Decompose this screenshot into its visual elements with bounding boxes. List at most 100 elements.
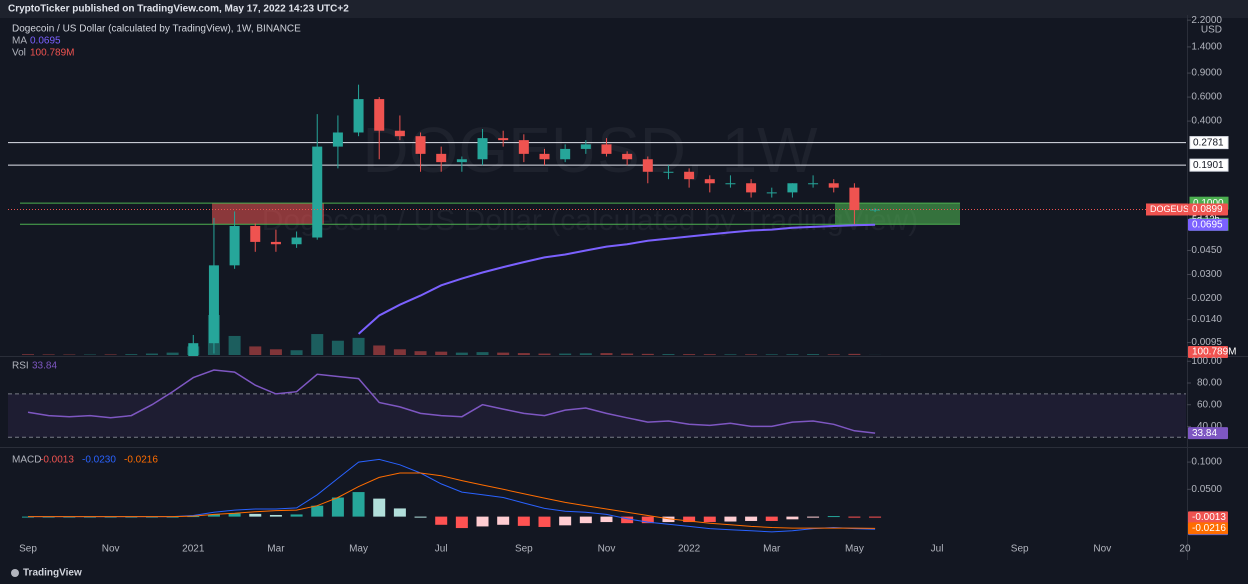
volume-bar (641, 353, 654, 355)
volume-tag: 100.789M (1192, 347, 1236, 358)
candle-body (291, 237, 302, 245)
volume-bar (662, 354, 675, 355)
volume-bar (290, 350, 303, 355)
candle-body (250, 226, 261, 242)
macd-histogram (63, 516, 76, 518)
level-label: 0.1000 (1193, 198, 1224, 209)
x-tick-label: May (845, 544, 864, 555)
volume-bar (455, 352, 468, 355)
candle-body (746, 183, 757, 193)
volume-bar (393, 349, 406, 355)
macd-histogram (703, 516, 716, 523)
candle-body (312, 146, 323, 238)
volume-bar (517, 353, 530, 355)
symbol-tag: DOGEUSD (1150, 204, 1196, 214)
candle-body (684, 171, 695, 180)
candle-body (436, 153, 447, 163)
macd-histogram (579, 516, 592, 524)
x-tick-label: Mar (267, 544, 285, 555)
macd-legend-value: -0.0216 (124, 455, 158, 466)
candle-body (560, 148, 571, 160)
logo (11, 569, 19, 577)
level-box (1189, 158, 1229, 172)
volume-bar (22, 354, 34, 355)
candle-body (208, 265, 219, 344)
volume-bar (745, 354, 758, 355)
macd-tag: -0.0013 (1192, 512, 1226, 523)
macd-tag-box (1188, 511, 1228, 524)
candle-body (270, 241, 281, 245)
macd-histogram (517, 516, 530, 526)
ma-tag: 0.0695 (1192, 219, 1223, 230)
macd-legend-value: -0.0013 (40, 455, 74, 466)
volume-bar (703, 354, 716, 355)
candle-body (229, 226, 240, 266)
volume-bar (42, 354, 55, 355)
y-tick-label: 2.2000 (1191, 15, 1222, 26)
candle-body (353, 99, 364, 133)
panel (22, 458, 882, 533)
price-tag-box (1188, 203, 1228, 216)
volume-bar (104, 354, 117, 355)
volume-bar (621, 353, 634, 355)
y-tick-label: 0.6000 (1191, 92, 1222, 103)
macd-histogram (600, 516, 613, 523)
top-bar (0, 0, 1248, 18)
candle-body (601, 144, 612, 154)
candle-body (766, 192, 777, 194)
x-tick-label: Mar (763, 544, 781, 555)
x-tick-label: Jul (931, 544, 944, 555)
volume-bar (724, 354, 737, 355)
macd-histogram (145, 516, 158, 518)
candle-body (622, 153, 633, 160)
macd-histogram (166, 516, 179, 518)
volume-bar (848, 353, 861, 355)
macd-histogram (848, 516, 861, 518)
macd-histogram (724, 516, 737, 522)
macd-histogram (538, 516, 551, 527)
volume-bar (414, 351, 427, 355)
level-box (1189, 136, 1229, 150)
macd-histogram (827, 516, 840, 518)
candle-body (828, 183, 839, 188)
volume-bar (352, 337, 365, 355)
macd-title: MACD (12, 455, 41, 466)
x-tick-label: 20 (1179, 544, 1191, 555)
y-tick-label: 0.0140 (1191, 314, 1222, 325)
macd-histogram (290, 514, 303, 517)
volume-bar (786, 354, 799, 355)
macd-histogram (497, 516, 510, 525)
macd-tag-box (1188, 522, 1228, 535)
y-tick-label: 100.00 (1191, 356, 1222, 367)
macd-histogram (228, 513, 241, 517)
candle-body (642, 159, 653, 172)
volume-bar (476, 352, 489, 355)
volume-bar (311, 334, 324, 355)
brand: TradingView (23, 568, 82, 579)
volume-bar (765, 354, 778, 355)
candle-body (415, 136, 426, 154)
demand-zone (835, 203, 960, 225)
chart-title: Dogecoin / US Dollar (calculated by Trad… (12, 24, 301, 35)
volume-bar (538, 353, 551, 355)
macd-histogram (104, 516, 117, 518)
macd-histogram (331, 497, 344, 517)
macd-histogram (683, 516, 696, 523)
y-tick-label: 0.1000 (1191, 457, 1222, 468)
supply-zone (212, 203, 324, 225)
volume-bar (331, 340, 344, 355)
y-tick-label: 1.4000 (1191, 42, 1222, 53)
y-tick-label: 0.9000 (1191, 68, 1222, 79)
y-tick-label: 60.00 (1197, 399, 1222, 410)
macd-histogram (269, 514, 282, 517)
macd-histogram (745, 516, 758, 521)
ma-legend: MA (12, 36, 27, 47)
macd-histogram (414, 516, 427, 518)
watermark-sub: Dogecoin / US Dollar (calculated by Trad… (262, 204, 918, 237)
volume-bar (145, 353, 158, 355)
macd-histogram (807, 516, 820, 518)
rsi-tag-box (1188, 427, 1228, 440)
volume-bar (228, 335, 241, 355)
bottom-bar (0, 563, 1248, 584)
